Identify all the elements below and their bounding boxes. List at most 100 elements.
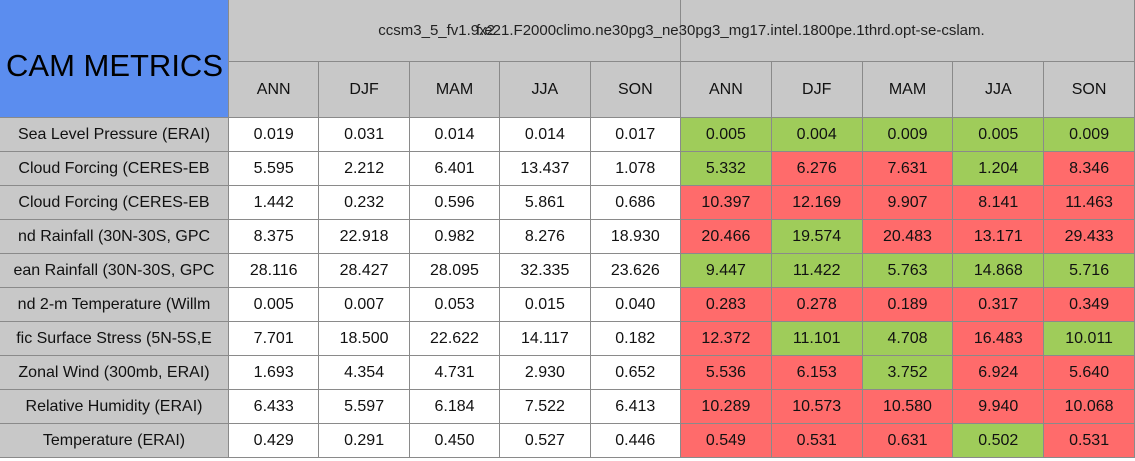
metric-cell: 0.053 — [409, 288, 501, 322]
metric-cell: 2.930 — [500, 356, 591, 390]
metric-cell: 10.580 — [862, 390, 954, 424]
metric-cell: 29.433 — [1044, 220, 1135, 254]
metric-cell: 1.693 — [229, 356, 320, 390]
metric-cell: 6.924 — [953, 356, 1045, 390]
metric-cell: 10.289 — [681, 390, 772, 424]
metric-cell: 7.522 — [500, 390, 591, 424]
metric-cell: 12.372 — [681, 322, 772, 356]
row-label: nd Rainfall (30N-30S, GPC — [0, 220, 229, 254]
metric-cell: 6.153 — [771, 356, 863, 390]
metric-cell: 0.031 — [319, 118, 410, 152]
metric-cell: 0.005 — [229, 288, 320, 322]
row-label: ean Rainfall (30N-30S, GPC — [0, 254, 229, 288]
metric-cell: 14.117 — [500, 322, 591, 356]
metric-cell: 5.861 — [500, 186, 591, 220]
metric-cell: 6.413 — [590, 390, 681, 424]
metric-cell: 0.502 — [953, 424, 1045, 458]
metric-cell: 22.622 — [409, 322, 501, 356]
column-header: DJF — [771, 62, 863, 118]
metric-cell: 0.182 — [590, 322, 681, 356]
metric-cell: 28.427 — [319, 254, 410, 288]
metric-cell: 2.212 — [319, 152, 410, 186]
metric-cell: 0.527 — [500, 424, 591, 458]
row-label: Zonal Wind (300mb, ERAI) — [0, 356, 229, 390]
metric-cell: 5.716 — [1044, 254, 1135, 288]
metric-cell: 6.401 — [409, 152, 501, 186]
metric-cell: 0.019 — [229, 118, 320, 152]
metric-cell: 5.595 — [229, 152, 320, 186]
metric-cell: 16.483 — [953, 322, 1045, 356]
metric-cell: 12.169 — [771, 186, 863, 220]
row-label: Relative Humidity (ERAI) — [0, 390, 229, 424]
metric-cell: 0.686 — [590, 186, 681, 220]
metric-cell: 0.349 — [1044, 288, 1135, 322]
metric-cell: 4.731 — [409, 356, 501, 390]
metric-cell: 18.930 — [590, 220, 681, 254]
metric-cell: 0.014 — [500, 118, 591, 152]
metric-cell: 0.291 — [319, 424, 410, 458]
metric-cell: 8.141 — [953, 186, 1045, 220]
metric-cell: 5.597 — [319, 390, 410, 424]
row-label: fic Surface Stress (5N-5S,E — [0, 322, 229, 356]
metric-cell: 0.549 — [681, 424, 772, 458]
metric-cell: 0.005 — [953, 118, 1045, 152]
metric-cell: 0.015 — [500, 288, 591, 322]
metric-cell: 10.573 — [771, 390, 863, 424]
metric-cell: 11.422 — [771, 254, 863, 288]
metric-cell: 0.017 — [590, 118, 681, 152]
column-header: SON — [590, 62, 681, 118]
metric-cell: 0.040 — [590, 288, 681, 322]
column-header: ANN — [229, 62, 320, 118]
metric-cell: 20.466 — [681, 220, 772, 254]
metric-cell: 4.354 — [319, 356, 410, 390]
metric-cell: 9.447 — [681, 254, 772, 288]
row-label: nd 2-m Temperature (Willm — [0, 288, 229, 322]
metric-cell: 23.626 — [590, 254, 681, 288]
metric-cell: 9.907 — [862, 186, 954, 220]
metric-cell: 18.500 — [319, 322, 410, 356]
metric-cell: 14.868 — [953, 254, 1045, 288]
column-header: MAM — [409, 62, 501, 118]
metric-cell: 0.652 — [590, 356, 681, 390]
column-header: ANN — [681, 62, 772, 118]
metric-cell: 0.004 — [771, 118, 863, 152]
metric-cell: 7.701 — [229, 322, 320, 356]
metric-cell: 10.068 — [1044, 390, 1135, 424]
metric-cell: 0.631 — [862, 424, 954, 458]
metric-cell: 0.189 — [862, 288, 954, 322]
metric-cell: 4.708 — [862, 322, 954, 356]
metric-cell: 3.752 — [862, 356, 954, 390]
row-label: Temperature (ERAI) — [0, 424, 229, 458]
metric-cell: 0.596 — [409, 186, 501, 220]
metric-cell: 0.232 — [319, 186, 410, 220]
metric-cell: 0.429 — [229, 424, 320, 458]
metric-cell: 5.763 — [862, 254, 954, 288]
metric-cell: 0.531 — [771, 424, 863, 458]
metric-cell: 11.463 — [1044, 186, 1135, 220]
group-header — [229, 0, 681, 62]
metric-cell: 0.005 — [681, 118, 772, 152]
column-header: SON — [1044, 62, 1135, 118]
metric-cell: 0.446 — [590, 424, 681, 458]
title-cell: CAM METRICS — [0, 0, 229, 118]
column-header: JJA — [500, 62, 591, 118]
metric-cell: 0.450 — [409, 424, 501, 458]
metric-cell: 5.332 — [681, 152, 772, 186]
metric-cell: 0.014 — [409, 118, 501, 152]
metric-cell: 0.278 — [771, 288, 863, 322]
metric-cell: 7.631 — [862, 152, 954, 186]
metric-cell: 11.101 — [771, 322, 863, 356]
metric-cell: 0.283 — [681, 288, 772, 322]
column-header: JJA — [953, 62, 1045, 118]
group-header — [681, 0, 1135, 62]
metric-cell: 0.531 — [1044, 424, 1135, 458]
metric-cell: 1.204 — [953, 152, 1045, 186]
metric-cell: 5.640 — [1044, 356, 1135, 390]
row-label: Cloud Forcing (CERES-EB — [0, 186, 229, 220]
metric-cell: 6.276 — [771, 152, 863, 186]
metric-cell: 6.184 — [409, 390, 501, 424]
metric-cell: 0.317 — [953, 288, 1045, 322]
group-label: f.e21.F2000climo.ne30pg3_ne30pg3_mg17.in… — [476, 22, 985, 39]
metric-cell: 20.483 — [862, 220, 954, 254]
metric-cell: 32.335 — [500, 254, 591, 288]
